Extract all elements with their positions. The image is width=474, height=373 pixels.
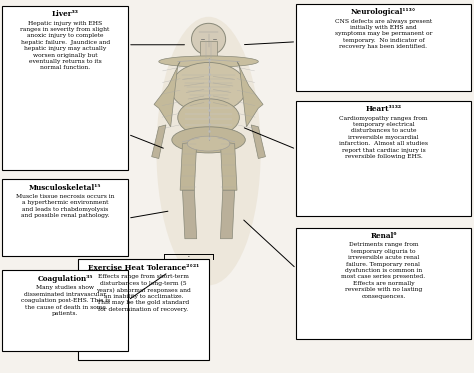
- FancyBboxPatch shape: [296, 101, 471, 216]
- Ellipse shape: [187, 136, 230, 151]
- Polygon shape: [220, 190, 235, 239]
- Polygon shape: [251, 125, 265, 159]
- Text: Cardiomyopathy ranges from
temporary electrical
disturbances to acute
irreversib: Cardiomyopathy ranges from temporary ele…: [339, 116, 428, 159]
- FancyBboxPatch shape: [78, 259, 209, 360]
- Polygon shape: [154, 62, 180, 127]
- Ellipse shape: [159, 56, 258, 67]
- Ellipse shape: [178, 99, 239, 136]
- Ellipse shape: [171, 62, 246, 113]
- Ellipse shape: [172, 127, 246, 153]
- Polygon shape: [220, 142, 237, 190]
- Text: CNS defects are always present
initially with EHS and
symptoms may be permanent : CNS defects are always present initially…: [335, 19, 432, 49]
- Text: Exercise Heat Tolerance²°²¹: Exercise Heat Tolerance²°²¹: [88, 264, 199, 272]
- Text: Liver³³: Liver³³: [52, 10, 79, 18]
- Ellipse shape: [191, 23, 226, 55]
- Bar: [200, 41, 217, 58]
- Polygon shape: [237, 62, 263, 127]
- FancyBboxPatch shape: [296, 228, 471, 339]
- Text: Coagulation³⁵: Coagulation³⁵: [37, 275, 93, 283]
- FancyBboxPatch shape: [296, 4, 471, 91]
- FancyBboxPatch shape: [2, 270, 128, 351]
- Text: Many studies show
disseminated intravascular
coagulation post-EHS. This is
the c: Many studies show disseminated intravasc…: [20, 285, 110, 316]
- Ellipse shape: [156, 17, 261, 285]
- Text: Detriments range from
temporary oliguria to
irreversible acute renal
failure. Te: Detriments range from temporary oliguria…: [341, 242, 426, 299]
- Text: Musculoskeletal¹⁵: Musculoskeletal¹⁵: [29, 184, 101, 191]
- Text: Neurological¹¹³°: Neurological¹¹³°: [351, 8, 416, 16]
- Text: Effects range from short-term
disturbances to long-term (5
years) abnormal respo: Effects range from short-term disturbanc…: [96, 274, 191, 312]
- Text: Renal⁶: Renal⁶: [370, 232, 397, 240]
- Polygon shape: [152, 125, 166, 159]
- Text: Hepatic injury with EHS
ranges in severity from slight
anoxic injury to complete: Hepatic injury with EHS ranges in severi…: [20, 21, 110, 70]
- FancyBboxPatch shape: [2, 6, 128, 170]
- FancyBboxPatch shape: [2, 179, 128, 256]
- Polygon shape: [182, 190, 197, 239]
- Text: Muscle tissue necrosis occurs in
a hyperthermic environment
and leads to rhabdom: Muscle tissue necrosis occurs in a hyper…: [16, 194, 114, 218]
- Polygon shape: [180, 142, 197, 190]
- Text: Heart³¹³²: Heart³¹³²: [365, 105, 401, 113]
